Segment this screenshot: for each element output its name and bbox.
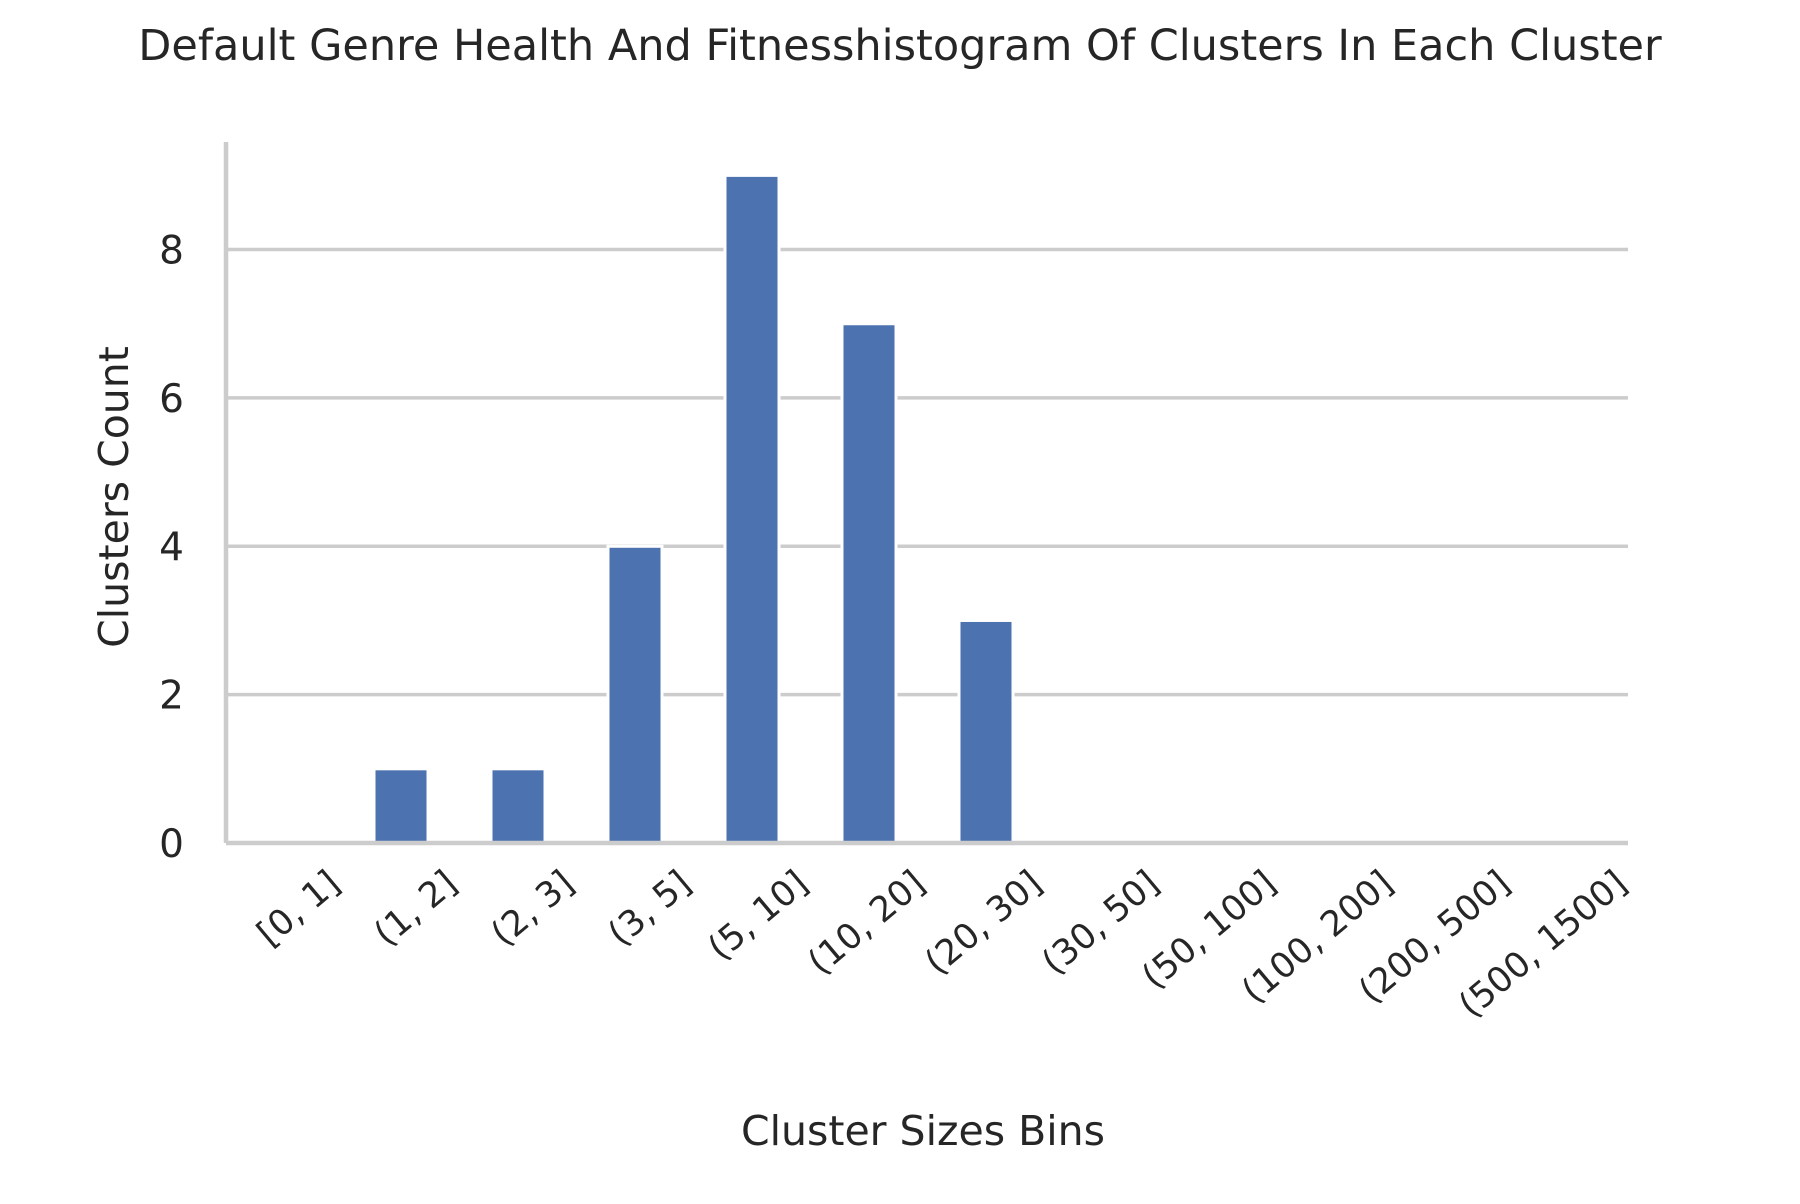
y-tick-label: 0 bbox=[159, 822, 184, 867]
y-axis-label: Clusters Count bbox=[90, 346, 138, 648]
x-tick-label: [0, 1] bbox=[250, 863, 348, 954]
x-tick-label: (5, 10] bbox=[701, 863, 816, 968]
bar bbox=[957, 618, 1015, 845]
grid-lines bbox=[226, 247, 1628, 697]
x-tick-label: (2, 3] bbox=[484, 863, 582, 954]
y-tick-label: 4 bbox=[159, 525, 184, 570]
x-tick-label: (1, 2] bbox=[367, 863, 465, 954]
x-tick-label: (20, 30] bbox=[918, 863, 1050, 983]
y-tick-label: 2 bbox=[159, 674, 184, 719]
y-tick-labels: 0 2 4 6 8 bbox=[159, 229, 184, 867]
y-tick-label: 8 bbox=[159, 229, 184, 274]
bars bbox=[372, 173, 1015, 845]
bar bbox=[489, 767, 547, 845]
bar bbox=[372, 767, 430, 845]
x-tick-label: (10, 20] bbox=[801, 863, 933, 983]
bar bbox=[840, 322, 898, 845]
x-tick-labels: [0, 1] (1, 2] (2, 3] (3, 5] (5, 10](10, 20](… bbox=[250, 863, 1635, 1026]
axes bbox=[223, 142, 1628, 846]
y-tick-label: 6 bbox=[159, 377, 184, 422]
bar bbox=[723, 173, 781, 845]
x-tick-label: (3, 5] bbox=[601, 863, 699, 954]
bar bbox=[606, 544, 664, 845]
chart-title: Default Genre Health And Fitnesshistogra… bbox=[138, 21, 1662, 71]
x-axis-label: Cluster Sizes Bins bbox=[741, 1107, 1105, 1155]
